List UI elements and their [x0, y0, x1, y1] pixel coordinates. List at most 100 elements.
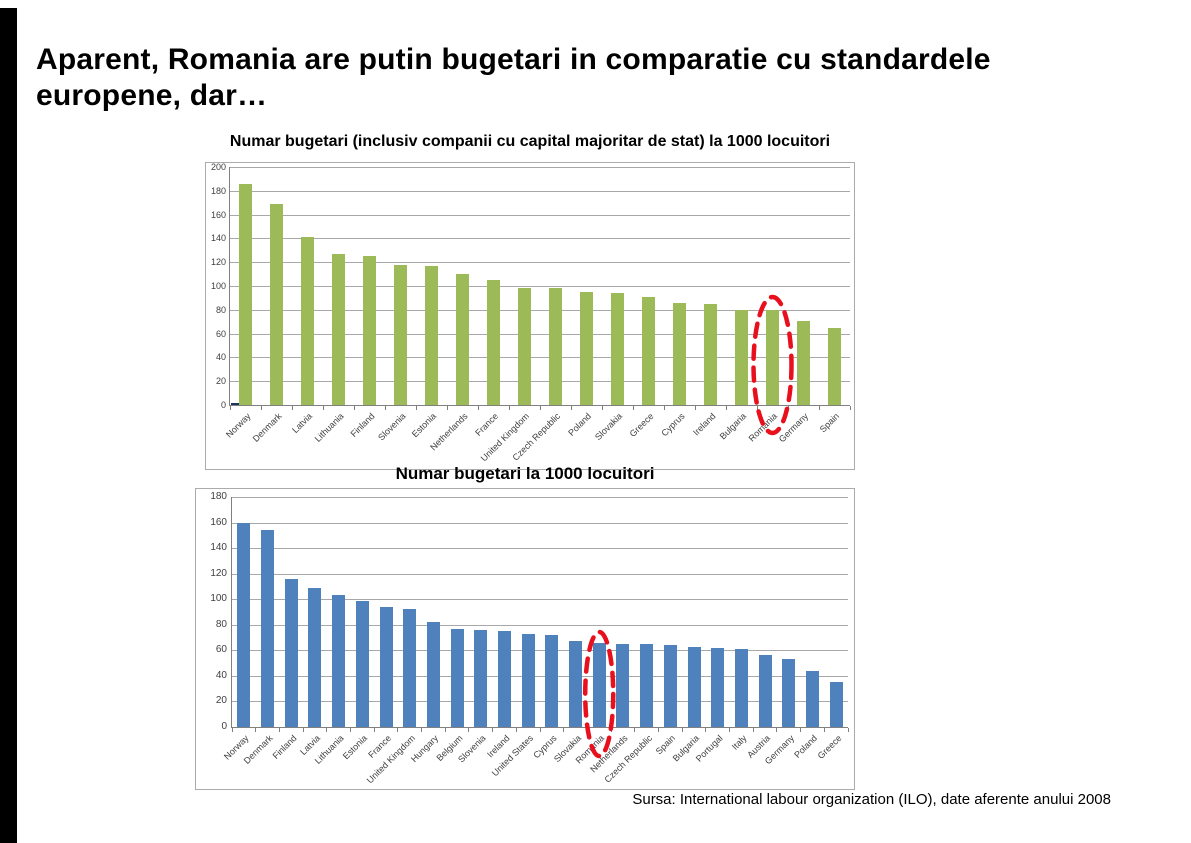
bar-germany — [782, 659, 796, 727]
y-tick-label: 100 — [210, 593, 227, 605]
bar-austria — [758, 655, 772, 727]
source-note: Sursa: International labour organization… — [632, 791, 1111, 808]
x-tick-mark — [353, 406, 355, 410]
y-tick-label: 180 — [210, 491, 227, 502]
y-tick-label: 200 — [210, 162, 226, 172]
x-tick-mark — [681, 728, 683, 732]
x-tick-mark — [729, 728, 731, 732]
x-tick-mark — [291, 406, 293, 410]
gridline — [232, 522, 848, 524]
bar-netherlands — [456, 274, 469, 405]
slide-title-line-2: europene, dar… — [36, 79, 268, 112]
x-category-label: Greece — [627, 411, 656, 439]
bar-finland — [284, 578, 298, 727]
gridline — [232, 624, 848, 626]
x-tick-mark — [849, 406, 851, 410]
x-tick-mark — [492, 728, 494, 732]
bar-denmark — [270, 203, 283, 405]
x-category-label: Spain — [818, 411, 842, 435]
x-tick-mark — [349, 728, 351, 732]
gridline — [230, 309, 850, 311]
bar-norway — [237, 522, 251, 727]
x-tick-mark — [508, 406, 510, 410]
x-tick-mark — [384, 406, 386, 410]
bar-estonia — [355, 600, 369, 727]
bar-latvia — [301, 237, 314, 405]
gridline — [232, 497, 848, 498]
y-tick-label: 60 — [215, 328, 226, 339]
x-tick-mark — [634, 728, 636, 732]
bar-italy — [734, 649, 748, 727]
bar-poland — [805, 670, 819, 727]
x-tick-mark — [823, 728, 825, 732]
x-tick-mark — [705, 728, 707, 732]
gridline — [230, 190, 850, 192]
bar-estonia — [425, 265, 438, 405]
x-tick-mark — [776, 728, 778, 732]
bar-cyprus — [673, 302, 686, 405]
bar-bulgaria — [735, 309, 748, 405]
x-tick-mark — [800, 728, 802, 732]
bar-lithuania — [332, 253, 345, 405]
y-tick-label: 120 — [210, 257, 226, 268]
x-tick-mark — [444, 728, 446, 732]
x-category-label: Latvia — [290, 411, 315, 436]
x-category-label: Denmark — [250, 411, 284, 444]
x-category-label: Greece — [815, 733, 844, 761]
gridline — [230, 262, 850, 264]
x-category-label: Germany — [777, 411, 811, 445]
bar-france — [379, 606, 393, 727]
chart-public-employees: Numar bugetari la 1000 locuitori 0 20 40 60… — [195, 464, 855, 792]
x-tick-mark — [446, 406, 448, 410]
y-tick-label: 80 — [215, 304, 226, 315]
chart-bottom-plot-area: 0 20 40 60 80 100 120 140 160 180 Norway Denmark Fin… — [210, 491, 849, 785]
slide-title: Aparent, Romania are putin bugetari in c… — [36, 42, 991, 114]
x-tick-mark — [415, 406, 417, 410]
y-tick-label: 40 — [215, 352, 226, 363]
y-tick-label: 160 — [210, 516, 227, 528]
chart-top-plot-area: 0 20 40 60 80 100 120 140 160 180 200 Norway Denmark… — [211, 162, 851, 463]
y-tick-label: 60 — [215, 644, 227, 656]
bar-united-kingdom — [518, 288, 531, 405]
x-tick-mark — [260, 406, 262, 410]
bar-united-kingdom — [403, 609, 417, 727]
bar-latvia — [308, 587, 322, 727]
y-tick-label: 0 — [221, 721, 227, 732]
gridline — [230, 286, 850, 287]
x-tick-mark — [663, 406, 665, 410]
bar-belgium — [450, 628, 464, 727]
gridline — [232, 650, 848, 652]
bar-romania — [766, 309, 779, 405]
gridline — [230, 238, 850, 240]
y-tick-label: 80 — [215, 618, 227, 630]
x-tick-mark — [694, 406, 696, 410]
x-tick-mark — [322, 406, 324, 410]
x-tick-mark — [570, 406, 572, 410]
x-category-label: Slovenia — [376, 411, 408, 443]
chart-public-employees-incl-state-companies: Numar bugetari (inclusiv companii cu cap… — [205, 133, 855, 473]
gridline — [230, 167, 850, 168]
x-tick-mark — [847, 728, 849, 732]
chart-top-title: Numar bugetari (inclusiv companii cu cap… — [229, 133, 831, 150]
x-category-label: Bulgaria — [718, 411, 749, 442]
tiny-pre-bar — [231, 402, 240, 405]
bar-slovenia — [474, 629, 488, 727]
x-tick-mark — [255, 728, 257, 732]
y-tick-label: 180 — [210, 185, 226, 196]
bar-germany — [797, 320, 810, 405]
bar-slovakia — [569, 641, 583, 727]
y-tick-label: 140 — [210, 233, 226, 244]
x-tick-mark — [725, 406, 727, 410]
bar-slovakia — [611, 293, 624, 405]
x-category-label: Estonia — [410, 411, 439, 440]
x-tick-mark — [397, 728, 399, 732]
x-category-label: Poland — [792, 733, 820, 760]
x-category-label: Poland — [566, 411, 594, 438]
chart-bottom-title: Numar bugetari la 1000 locuitori — [395, 464, 655, 483]
left-accent-bar — [0, 8, 17, 843]
bar-portugal — [711, 647, 725, 727]
x-category-label: France — [473, 411, 501, 438]
x-category-label: Estonia — [341, 733, 370, 762]
x-tick-mark — [657, 728, 659, 732]
